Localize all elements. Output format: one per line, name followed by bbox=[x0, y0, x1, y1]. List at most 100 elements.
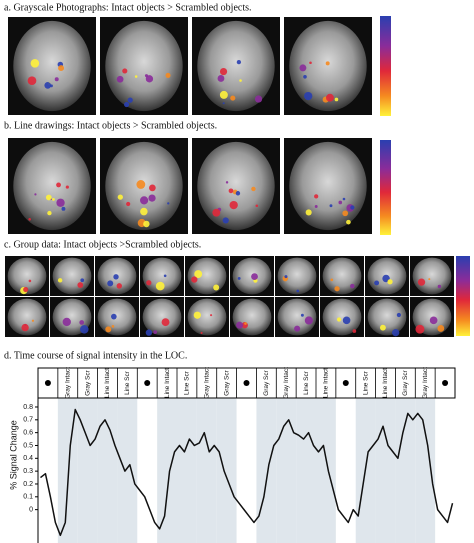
fixation-dot bbox=[243, 380, 250, 386]
activation bbox=[65, 185, 69, 189]
activation bbox=[284, 275, 288, 279]
activation bbox=[113, 274, 119, 280]
y-tick-label: 0.1 bbox=[23, 494, 33, 501]
condition-band bbox=[157, 398, 177, 543]
slice bbox=[277, 257, 317, 295]
activation bbox=[379, 324, 386, 331]
activation bbox=[309, 61, 312, 65]
condition-band bbox=[316, 398, 336, 543]
activation bbox=[155, 281, 165, 291]
activation bbox=[342, 210, 349, 217]
activation bbox=[228, 188, 234, 194]
slice bbox=[13, 141, 91, 231]
slice bbox=[412, 257, 452, 295]
activation bbox=[116, 75, 124, 83]
panel-title: a. Grayscale Photographs: Intact objects… bbox=[4, 2, 252, 13]
activation bbox=[222, 217, 229, 224]
condition-label: Gray Intact bbox=[283, 367, 290, 399]
activation bbox=[126, 201, 131, 207]
activation bbox=[217, 75, 225, 82]
activation bbox=[80, 278, 85, 283]
y-tick-label: 0 bbox=[29, 506, 33, 513]
condition-band bbox=[77, 398, 98, 543]
condition-label: Gray Scr bbox=[223, 369, 230, 395]
condition-label: Line Intact bbox=[323, 368, 330, 398]
slice bbox=[367, 298, 407, 336]
header-box bbox=[37, 367, 456, 399]
activation bbox=[62, 317, 71, 327]
condition-label: Gray Scr bbox=[84, 369, 91, 395]
activation bbox=[58, 65, 65, 72]
slice bbox=[197, 20, 275, 112]
activation bbox=[330, 278, 334, 282]
condition-band bbox=[196, 398, 217, 543]
activation bbox=[30, 59, 40, 68]
slice bbox=[7, 298, 47, 336]
activation bbox=[387, 279, 393, 285]
panel-title: b. Line drawings: Intact objects > Scram… bbox=[4, 120, 217, 131]
activation bbox=[229, 200, 238, 210]
slice bbox=[322, 298, 362, 336]
activation bbox=[251, 186, 256, 192]
condition-band bbox=[296, 398, 316, 543]
activation bbox=[255, 204, 259, 208]
y-tick-label: 0.2 bbox=[23, 481, 33, 488]
condition-label: Line Scr bbox=[303, 370, 310, 395]
activation bbox=[294, 325, 301, 332]
activation bbox=[44, 82, 52, 89]
activation bbox=[212, 208, 221, 217]
color-bar bbox=[456, 256, 470, 336]
color-bar bbox=[380, 140, 391, 235]
activation bbox=[342, 197, 346, 201]
activation bbox=[111, 313, 117, 320]
y-tick-label: 0.5 bbox=[23, 442, 33, 449]
activation bbox=[336, 317, 342, 322]
activation bbox=[194, 270, 203, 278]
activation bbox=[254, 95, 263, 103]
condition-label: Line Intact bbox=[104, 368, 111, 398]
activation bbox=[167, 202, 170, 205]
activation bbox=[304, 91, 313, 101]
activation bbox=[47, 210, 52, 216]
slice bbox=[7, 257, 47, 295]
activation bbox=[122, 68, 128, 74]
activation bbox=[127, 97, 133, 103]
slice bbox=[187, 298, 227, 336]
slice bbox=[105, 20, 183, 112]
activation bbox=[225, 181, 229, 184]
condition-label: Gray Intact bbox=[422, 367, 429, 399]
activation bbox=[143, 220, 150, 228]
fixation-dot bbox=[44, 380, 51, 386]
activation bbox=[222, 102, 225, 105]
condition-band bbox=[177, 398, 197, 543]
activation bbox=[314, 194, 319, 199]
activation bbox=[303, 74, 307, 79]
activation bbox=[219, 90, 228, 99]
activation bbox=[56, 182, 61, 188]
activation bbox=[237, 276, 241, 280]
condition-band bbox=[97, 398, 118, 543]
activation bbox=[342, 316, 351, 325]
condition-label: Gray Scr bbox=[402, 369, 409, 395]
y-tick-label: 0.6 bbox=[23, 429, 33, 436]
activation bbox=[124, 102, 130, 108]
activation bbox=[213, 284, 220, 291]
activation bbox=[145, 329, 153, 336]
activation bbox=[334, 286, 340, 292]
activation bbox=[392, 329, 400, 337]
activation bbox=[193, 311, 201, 319]
condition-band bbox=[415, 398, 436, 543]
activation bbox=[21, 323, 29, 332]
activation bbox=[429, 316, 438, 325]
y-tick-label: 0.7 bbox=[23, 417, 33, 424]
activation bbox=[80, 325, 89, 334]
condition-band bbox=[216, 398, 237, 543]
activation bbox=[219, 67, 228, 76]
activation bbox=[111, 325, 115, 328]
condition-label: Gray Intact bbox=[204, 367, 211, 399]
activation bbox=[145, 75, 154, 83]
activation bbox=[116, 283, 123, 289]
activation bbox=[54, 77, 59, 82]
slice bbox=[13, 20, 91, 112]
activation bbox=[239, 79, 242, 82]
